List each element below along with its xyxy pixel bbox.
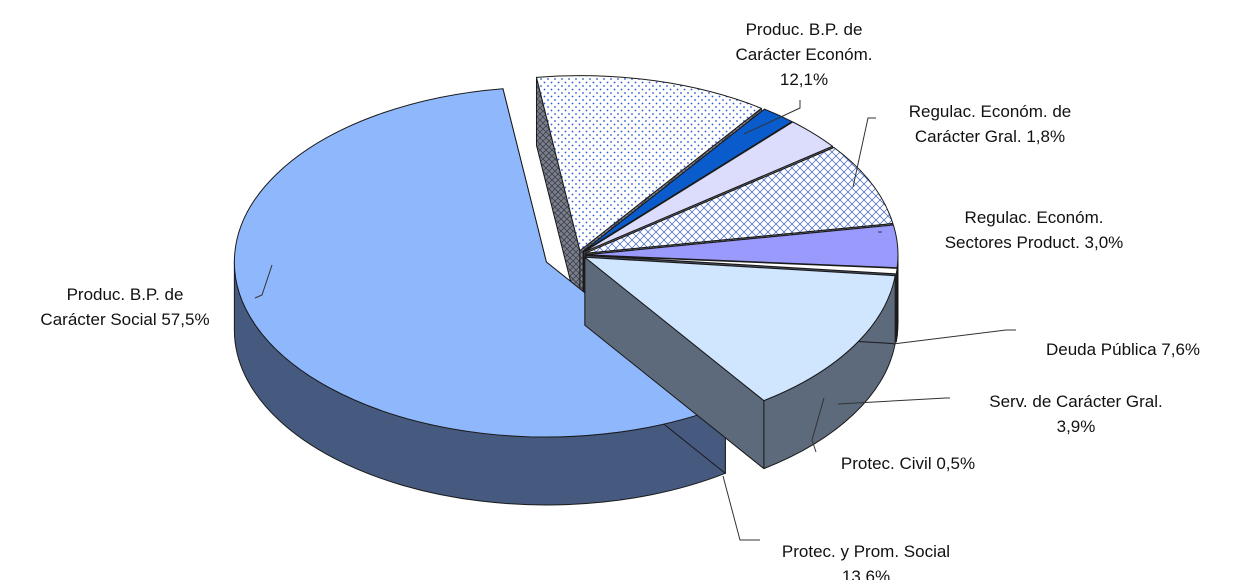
slice-label-line: Serv. de Carácter Gral. — [989, 392, 1163, 411]
slice-top-deuda — [584, 147, 894, 254]
slice-label-line: Carácter Gral. 1,8% — [915, 127, 1065, 146]
slice-top-protec_civil — [585, 254, 898, 275]
slice-label-line: Deuda Pública 7,6% — [1046, 340, 1200, 359]
slice-label-reg_gral: Regulac. Económ. de Carácter Gral. 1,8% — [909, 102, 1072, 146]
slice-label-serv: Serv. de Carácter Gral. 3,9% — [989, 392, 1163, 436]
slice-top-prom_social — [584, 256, 896, 402]
slice-label-reg_sect: Regulac. Económ. Sectores Product. 3,0% — [945, 208, 1124, 252]
leader-line-deuda — [892, 329, 1016, 345]
slice-label-line: Protec. Civil 0,5% — [841, 454, 975, 473]
slice-label-line: Carácter Económ. — [736, 45, 873, 64]
leader-line-bp_econom — [743, 100, 801, 135]
pie-slice-prom_social — [584, 256, 896, 470]
slice-label-line: Regulac. Económ. — [965, 208, 1104, 227]
slice-top-reg_gral — [582, 108, 793, 253]
slice-label-protec_civil: Protec. Civil 0,5% — [841, 454, 975, 473]
leader-line-prom_social — [722, 475, 760, 541]
slice-label-line: Sectores Product. 3,0% — [945, 233, 1124, 252]
slice-label-bp_social: Produc. B.P. de Carácter Social 57,5% — [40, 285, 209, 329]
slice-top-bp_social — [233, 88, 726, 438]
slice-top-reg_sect — [583, 121, 834, 253]
slice-top-serv — [585, 224, 899, 269]
slice-label-prom_social: Protec. y Prom. Social 13,6% — [782, 542, 950, 580]
slice-label-line: 13,6% — [842, 567, 890, 580]
slice-label-line: 12,1% — [780, 70, 828, 89]
slice-label-line: Produc. B.P. de — [746, 20, 863, 39]
slice-label-bp_econom: Produc. B.P. de Carácter Económ. 12,1% — [736, 20, 873, 89]
slice-labels: Produc. B.P. de Carácter Económ. 12,1% Regu… — [40, 20, 1200, 580]
slice-label-deuda: Deuda Pública 7,6% — [1046, 340, 1200, 359]
leader-line-serv — [837, 397, 950, 405]
leader-line-reg_gral — [852, 117, 876, 188]
slice-label-line: 3,9% — [1057, 417, 1096, 436]
pie-slices — [233, 75, 899, 506]
slice-top-bp_econom — [535, 75, 762, 252]
leader-line-protec_civil — [811, 397, 825, 453]
slice-label-line: Protec. y Prom. Social — [782, 542, 950, 561]
leader-line-bp_social — [254, 264, 273, 299]
slice-label-line: Regulac. Económ. de — [909, 102, 1072, 121]
slice-label-line: Produc. B.P. de — [67, 285, 184, 304]
slice-label-line: Carácter Social 57,5% — [40, 310, 209, 329]
